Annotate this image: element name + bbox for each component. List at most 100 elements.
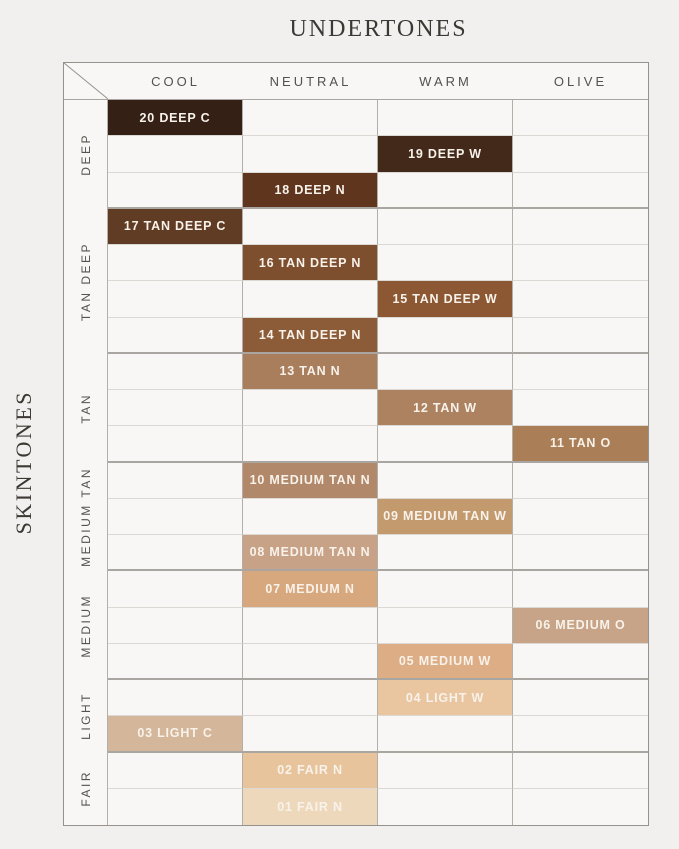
grid-cell-empty <box>243 498 378 535</box>
shade-grid: COOL NEUTRAL WARM OLIVE DEEP TAN DEEP TAN M… <box>63 62 649 826</box>
shade-swatch: 09 MEDIUM TAN W <box>378 498 513 535</box>
shade-label: 07 MEDIUM N <box>265 581 355 596</box>
grid-cell-empty <box>378 172 513 209</box>
grid-cell-empty <box>378 752 513 789</box>
shade-label: 03 LIGHT C <box>137 726 213 741</box>
column-header-warm: WARM <box>378 63 513 100</box>
grid-cell-empty <box>378 607 513 644</box>
row-group-label: TAN DEEP <box>78 241 93 321</box>
corner-cell <box>64 63 108 100</box>
shade-label: 19 DEEP W <box>408 146 482 161</box>
grid-cell-empty <box>378 462 513 499</box>
shade-swatch: 03 LIGHT C <box>108 716 243 753</box>
shade-swatch: 15 TAN DEEP W <box>378 281 513 318</box>
grid-cell-empty <box>513 100 648 137</box>
grid-cell-empty <box>513 173 648 209</box>
shade-swatch: 19 DEEP W <box>378 136 513 173</box>
shade-swatch: 11 TAN O <box>513 426 648 463</box>
grid-cell-empty <box>513 390 648 427</box>
grid-cell-empty <box>108 462 243 499</box>
column-header-neutral: NEUTRAL <box>243 63 378 100</box>
shade-swatch: 07 MEDIUM N <box>243 571 378 608</box>
grid-cell-empty <box>513 209 648 245</box>
y-axis-title: SKINTONES <box>11 389 36 535</box>
grid-cell-empty <box>108 535 243 572</box>
grid-cell-empty <box>513 680 648 717</box>
grid-cell-empty <box>378 426 513 463</box>
grid-cell-empty <box>513 535 648 572</box>
shade-label: 05 MEDIUM W <box>398 653 492 668</box>
grid-cell-empty <box>108 426 243 463</box>
shade-swatch: 14 TAN DEEP N <box>243 317 378 354</box>
shade-label: 09 MEDIUM TAN W <box>383 509 507 524</box>
grid-cell-empty <box>243 716 378 753</box>
grid-cell-empty <box>378 100 513 137</box>
grid-cell-empty <box>378 571 513 608</box>
grid-cell-empty <box>378 716 513 753</box>
grid-cell-empty <box>243 281 378 318</box>
grid-cell-empty <box>513 644 648 680</box>
shade-swatch: 05 MEDIUM W <box>378 643 513 680</box>
row-group-label: FAIR <box>78 770 93 808</box>
row-group-tan: TAN <box>64 353 108 463</box>
grid-cell-empty <box>513 463 648 499</box>
shade-swatch: 12 TAN W <box>378 390 513 427</box>
grid-cell-empty <box>108 680 243 717</box>
row-group-tan-deep: TAN DEEP <box>64 208 108 354</box>
grid-cell-empty <box>108 607 243 644</box>
shade-swatch: 10 MEDIUM TAN N <box>243 462 378 499</box>
shade-label: 02 FAIR N <box>277 763 343 778</box>
grid-cell-empty <box>513 499 648 535</box>
shade-label: 06 MEDIUM O <box>535 618 626 633</box>
shade-label: 01 FAIR N <box>277 799 343 814</box>
grid-cell-empty <box>378 353 513 390</box>
grid-cell-empty <box>108 752 243 789</box>
grid-cell-empty <box>108 136 243 173</box>
shade-label: 16 TAN DEEP N <box>258 255 362 270</box>
shade-swatch: 18 DEEP N <box>243 172 378 209</box>
grid-cell-empty <box>378 788 513 825</box>
grid-cell-empty <box>108 281 243 318</box>
grid-cell-empty <box>513 136 648 173</box>
grid-cell-empty <box>243 643 378 680</box>
grid-cell-empty <box>108 245 243 282</box>
shade-label: 04 LIGHT W <box>405 690 485 705</box>
grid-cell-empty <box>108 643 243 680</box>
shade-swatch: 20 DEEP C <box>108 100 243 137</box>
grid-cell-empty <box>513 716 648 753</box>
row-group-light: LIGHT <box>64 680 108 753</box>
shade-label: 11 TAN O <box>549 436 612 451</box>
row-group-deep: DEEP <box>64 100 108 209</box>
grid-cell-empty <box>243 680 378 717</box>
shade-label: 10 MEDIUM TAN N <box>249 473 371 488</box>
shade-label: 20 DEEP C <box>139 110 211 125</box>
grid-cell-empty <box>243 208 378 245</box>
grid-cell-empty <box>243 426 378 463</box>
grid-cell-empty <box>378 317 513 354</box>
grid-cell-empty <box>108 353 243 390</box>
shade-swatch: 06 MEDIUM O <box>513 607 648 644</box>
row-group-fair: FAIR <box>64 752 108 825</box>
grid-cell-empty <box>513 789 648 825</box>
chart-title: UNDERTONES <box>289 16 468 42</box>
grid-cell-empty <box>243 100 378 137</box>
grid-cell-empty <box>108 172 243 209</box>
grid-cell-empty <box>378 245 513 282</box>
row-group-label: LIGHT <box>78 692 93 741</box>
diagonal-divider-line <box>64 63 108 99</box>
grid-cell-empty <box>513 753 648 789</box>
row-group-label: MEDIUM <box>78 593 93 658</box>
shade-swatch: 01 FAIR N <box>243 788 378 825</box>
shade-swatch: 08 MEDIUM TAN N <box>243 535 378 572</box>
grid-cell-empty <box>243 607 378 644</box>
grid-cell-empty <box>108 390 243 427</box>
shade-label: 08 MEDIUM TAN N <box>249 545 371 560</box>
row-group-label: TAN <box>78 392 93 424</box>
grid-cell-empty <box>513 281 648 318</box>
grid-cell-empty <box>243 136 378 173</box>
shade-swatch: 13 TAN N <box>243 353 378 390</box>
shade-label: 15 TAN DEEP W <box>392 291 498 306</box>
shade-swatch: 04 LIGHT W <box>378 680 513 717</box>
shade-label: 13 TAN N <box>279 364 341 379</box>
